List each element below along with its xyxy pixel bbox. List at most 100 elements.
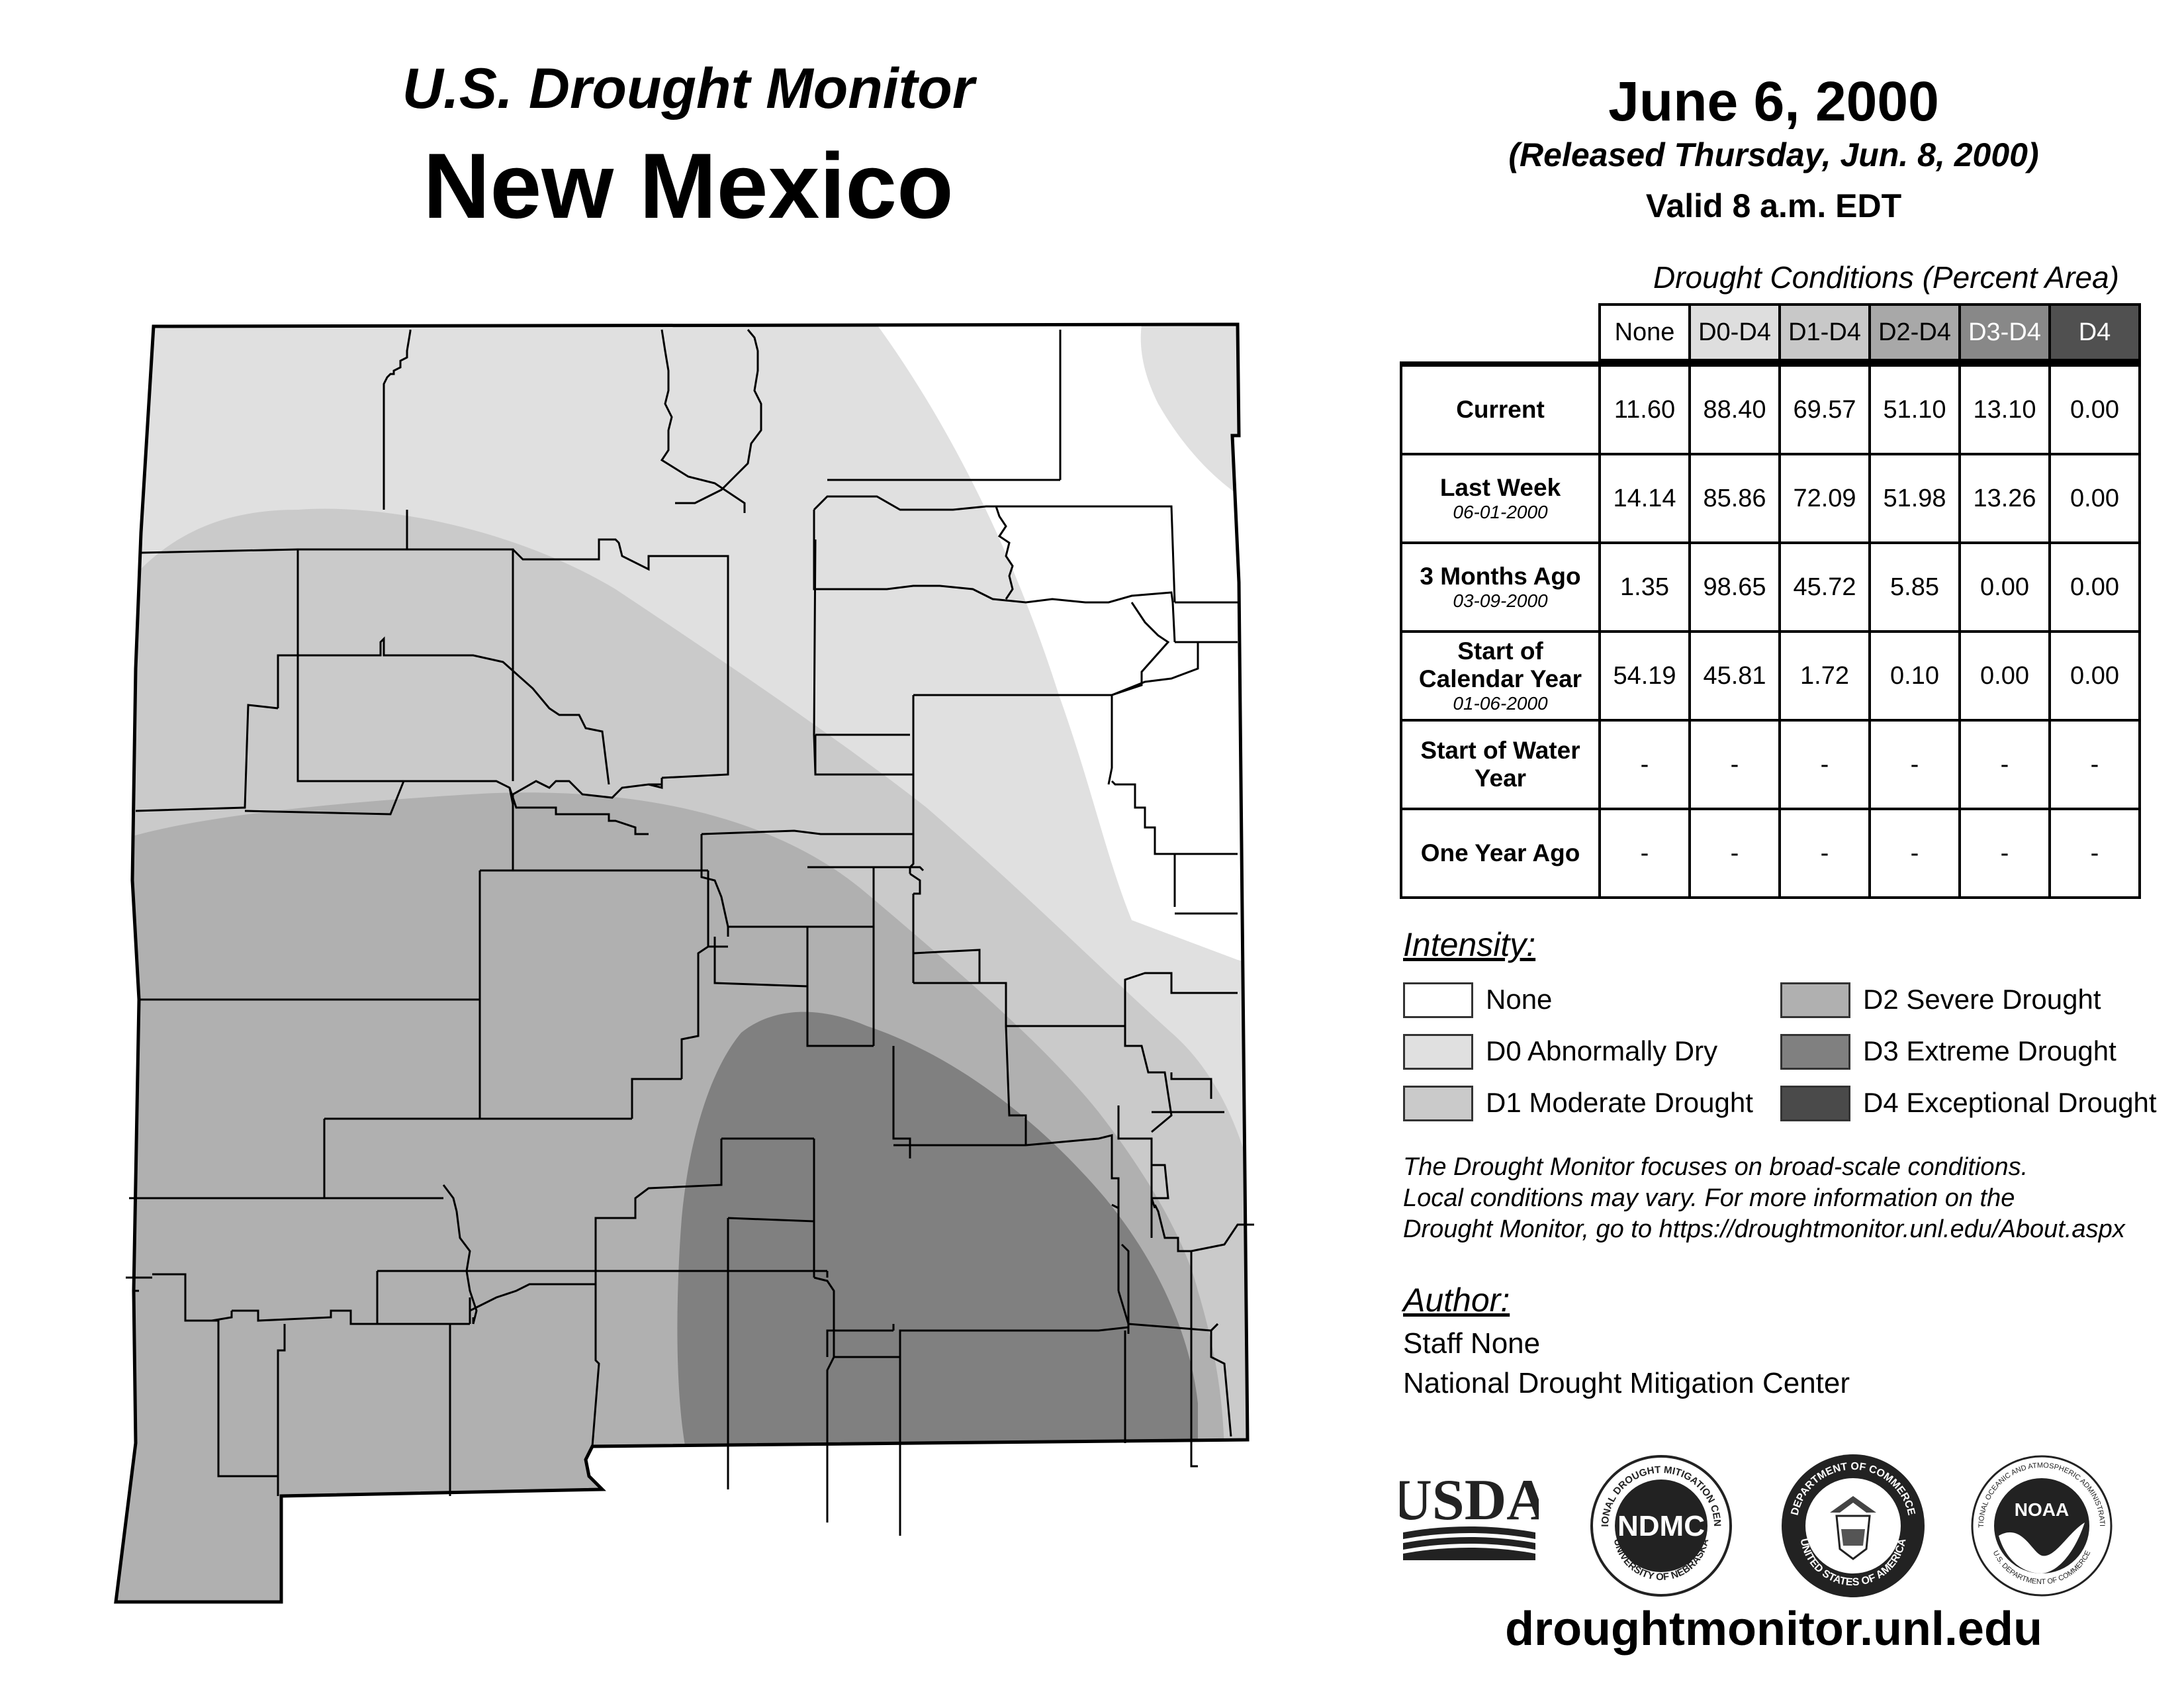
county-line [1117,1290,1130,1325]
legend-swatch [1403,1086,1473,1121]
table-cell: 45.72 [1778,541,1871,633]
table-cell: - [1958,808,2051,899]
county-line [135,704,279,812]
row-date: 06-01-2000 [1453,502,1548,522]
drought-map [114,322,1254,1604]
county-line [995,506,1014,600]
map-date: June 6, 2000 [1608,70,1939,132]
county-line [854,585,1176,643]
county-line [1124,1026,1173,1133]
author-heading: Author: [1403,1282,1510,1319]
row-label: Last Week 06-01-2000 [1400,453,1601,544]
table-cell: 11.60 [1598,363,1691,455]
noaa-logo: NATIONAL OCEANIC AND ATMOSPHERIC ADMINIS… [1969,1453,2113,1597]
county-line [383,330,412,510]
column-header: D3-D4 [1958,303,2051,361]
county-line [1210,1323,1219,1332]
table-cell: 98.65 [1688,541,1781,633]
county-line [442,1184,478,1325]
legend-label: D0 Abnormally Dry [1486,1035,1718,1066]
table-cell: 51.98 [1868,453,1961,544]
county-line [1190,1251,1198,1468]
county-line [912,894,1238,1027]
county-line [1111,642,1199,696]
table-cell: - [1598,808,1691,899]
row-label-text: 3 Months Ago [1420,563,1581,590]
table-cell: 85.86 [1688,453,1781,544]
county-line [277,636,610,785]
county-line [1150,1164,1169,1238]
note-line: The Drought Monitor focuses on broad-sca… [1403,1153,2028,1181]
county-line [909,872,921,895]
county-line [1154,1204,1191,1252]
note-line: Drought Monitor, go to https://droughtmo… [1403,1215,2125,1243]
county-line [140,548,298,554]
legend-swatch [1403,1034,1473,1070]
row-label: One Year Ago [1400,808,1601,899]
table-cell: 13.26 [1958,453,2051,544]
table-cell: 0.00 [2048,453,2141,544]
row-date: 03-09-2000 [1453,590,1548,611]
county-line [909,695,915,874]
row-label: Start of Calendar Year 01-06-2000 [1400,630,1601,722]
valid-time: Valid 8 a.m. EDT [1645,187,1902,224]
table-cell: 45.81 [1688,630,1781,722]
county-line [675,329,762,504]
state-name: New Mexico [423,134,954,238]
table-cell: - [1598,719,1691,810]
area-d0-ne [1140,324,1248,503]
column-header: None [1598,303,1691,361]
county-line [257,1297,379,1325]
table-cell: - [1868,719,1961,810]
table-cell: 0.00 [2048,541,2141,633]
row-label: Start of Water Year [1400,719,1601,810]
table-cell: 0.00 [2048,630,2141,722]
table-cell: 54.19 [1598,630,1691,722]
legend-swatch [1403,982,1473,1018]
county-line [701,829,913,835]
county-line [813,1276,835,1516]
legend-label: None [1486,984,1553,1015]
row-label: Current [1400,363,1601,455]
drought-areas [116,324,1248,1602]
department-of-commerce-seal: DEPARTMENT OF COMMERCE UNITED STATES OF … [1782,1454,1925,1597]
svg-text:NOAA: NOAA [2015,1499,2069,1520]
svg-text:NDMC: NDMC [1617,1510,1705,1542]
table-cell: - [1778,808,1871,899]
disclaimer-note: The Drought Monitor focuses on broad-sca… [1403,1152,2171,1245]
county-line [212,1319,278,1477]
table-row: Start of Water Year - - - - - - [1400,719,2141,810]
drought-conditions-table: None D0-D4 D1-D4 D2-D4 D3-D4 D4 Current 1… [1400,303,2141,899]
svg-text:USDA: USDA [1400,1468,1539,1532]
author-name: Staff None [1403,1327,1541,1360]
county-line [1005,1025,1027,1145]
legend-heading: Intensity: [1403,926,1536,963]
table-cell: 1.72 [1778,630,1871,722]
legend-label: D2 Severe Drought [1863,984,2101,1015]
table-cell: - [1868,808,1961,899]
table-row: 3 Months Ago 03-09-2000 1.35 98.65 45.72 5.85… [1400,541,2141,633]
county-line [1111,1203,1119,1209]
table-cell: 14.14 [1598,453,1691,544]
county-line [469,1283,596,1312]
column-header: D2-D4 [1868,303,1961,361]
legend-label: D1 Moderate Drought [1486,1087,1753,1118]
column-header: D4 [2048,303,2141,361]
release-date: (Released Thursday, Jun. 8, 2000) [1508,136,2039,173]
county-line [913,694,1113,768]
note-line: Local conditions may vary. For more info… [1403,1184,2015,1212]
table-cell: - [1688,719,1781,810]
table-caption: Drought Conditions (Percent Area) [1653,260,2119,295]
table-row: Current 11.60 88.40 69.57 51.10 13.10 0.00 [1400,363,2141,455]
county-line [660,329,746,513]
table-cell: 51.10 [1868,363,1961,455]
author-organization: National Drought Mitigation Center [1403,1367,1850,1399]
county-boundaries [126,329,1254,1536]
county-line [512,538,729,779]
column-header: D0-D4 [1688,303,1781,361]
site-url[interactable]: droughtmonitor.unl.edu [1505,1603,2042,1656]
ndmc-logo: NATIONAL DROUGHT MITIGATION CENTER UNIVE… [1588,1453,1732,1597]
county-line [631,1078,682,1119]
table-cell: - [1688,808,1781,899]
row-date: 01-06-2000 [1453,693,1548,714]
